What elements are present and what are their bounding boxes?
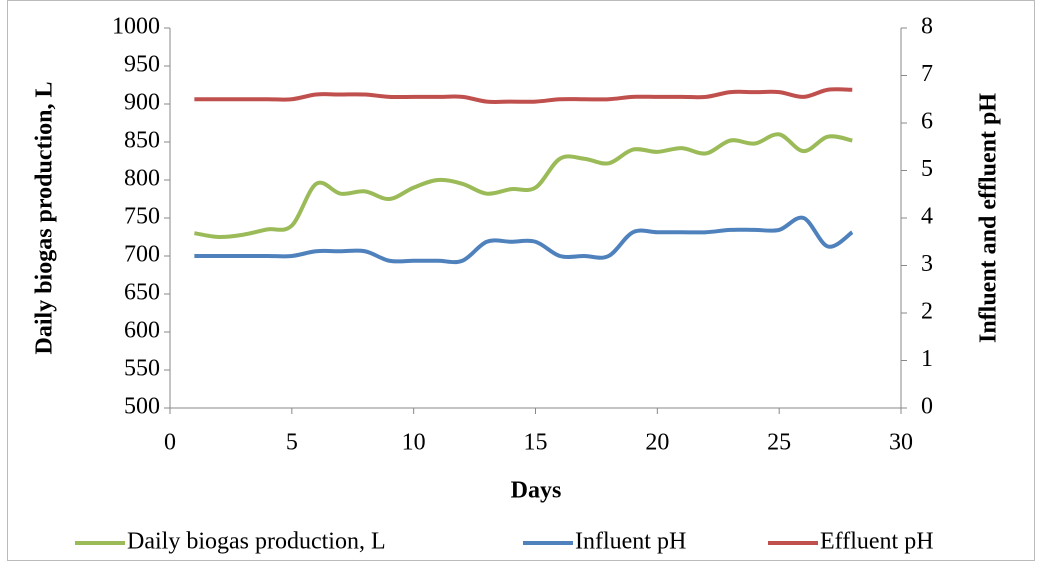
y2-tick-label: 7 — [921, 61, 933, 87]
y2-tick-label: 5 — [921, 156, 933, 182]
x-tick-label: 20 — [645, 430, 669, 456]
y-tick-label: 800 — [124, 166, 160, 192]
y-tick-label: 1000 — [112, 14, 160, 40]
y2-tick-label: 8 — [921, 14, 933, 40]
x-tick-label: 15 — [524, 430, 548, 456]
y2-tick-label: 1 — [921, 346, 933, 372]
y-tick-label: 550 — [124, 356, 160, 382]
y-tick-label: 950 — [124, 52, 160, 78]
y-tick-label: 500 — [124, 394, 160, 420]
series-line — [194, 132, 853, 240]
x-tick-label: 0 — [164, 430, 176, 456]
legend-label: Effluent pH — [820, 529, 934, 555]
y-tick-label: 750 — [124, 204, 160, 230]
y-tick-label: 650 — [124, 280, 160, 306]
y2-tick-label: 4 — [921, 204, 933, 230]
chart-border — [7, 0, 1035, 561]
x-tick-label: 30 — [889, 430, 913, 456]
y-tick-label: 900 — [124, 90, 160, 116]
y2-axis-label: Influent and effluent pH — [976, 93, 1002, 343]
x-tick-label: 10 — [402, 430, 426, 456]
series-line — [194, 215, 854, 265]
y-tick-label: 600 — [124, 318, 160, 344]
x-axis-label: Days — [511, 478, 562, 504]
legend-label: Influent pH — [575, 529, 686, 555]
y2-tick-label: 0 — [921, 394, 933, 420]
y-axis-label: Daily biogas production, L — [32, 82, 58, 355]
x-tick-label: 5 — [286, 430, 298, 456]
y2-tick-label: 2 — [921, 299, 933, 325]
legend-label: Daily biogas production, L — [127, 529, 386, 555]
y2-tick-label: 6 — [921, 109, 933, 135]
x-tick-label: 25 — [767, 430, 791, 456]
series-line — [194, 87, 853, 104]
y-tick-label: 850 — [124, 128, 160, 154]
y-tick-label: 700 — [124, 242, 160, 268]
y2-tick-label: 3 — [921, 251, 933, 277]
